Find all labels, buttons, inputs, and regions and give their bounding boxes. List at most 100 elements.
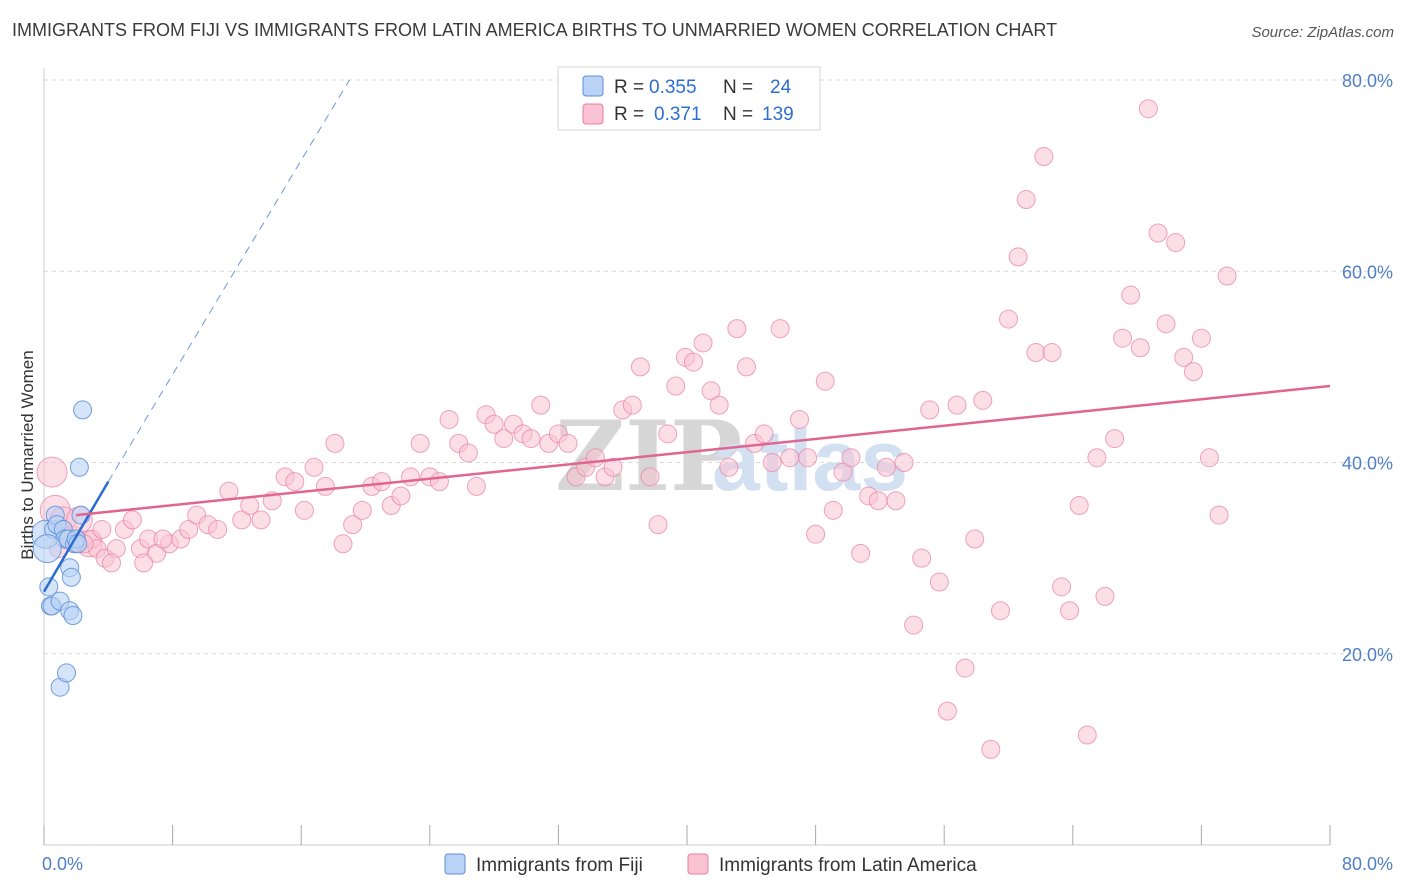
legend-n-label-fiji: N = — [723, 77, 753, 98]
latam-point — [1026, 343, 1046, 363]
latam-point — [410, 433, 430, 453]
bottom-legend-label-fiji: Immigrants from Fiji — [476, 855, 643, 876]
latam-point — [1191, 328, 1211, 348]
latam-point — [894, 453, 914, 472]
y-tick-label: 20.0% — [1342, 645, 1393, 665]
legend-n-value-fiji: 24 — [770, 77, 792, 98]
latam-point — [1105, 429, 1125, 449]
latam-point — [558, 433, 578, 453]
latam-trend-line — [76, 384, 1331, 517]
latam-point — [1209, 505, 1229, 525]
latam-point — [965, 529, 985, 549]
latam-point — [648, 515, 668, 535]
y-tick-label: 60.0% — [1342, 262, 1393, 282]
latam-point — [285, 472, 305, 492]
latam-point — [585, 448, 605, 468]
latam-point — [947, 395, 967, 415]
latam-point — [929, 572, 949, 592]
latam-point — [1217, 266, 1237, 286]
latam-point — [401, 467, 421, 487]
bottom-legend: Immigrants from Fiji Immigrants from Lat… — [444, 853, 977, 876]
latam-point — [122, 510, 142, 530]
latam-point — [754, 424, 774, 444]
latam-point — [1156, 314, 1176, 334]
latam-point — [693, 333, 713, 353]
latam-point — [531, 395, 551, 415]
latam-point — [333, 534, 353, 554]
latam-point — [1166, 233, 1186, 253]
latam-point — [904, 615, 924, 635]
latam-point — [955, 658, 975, 678]
latam-point — [1069, 496, 1089, 516]
axes-layer — [43, 68, 1331, 846]
legend-r-label-fiji: R = — [614, 77, 644, 98]
latam-point — [603, 457, 623, 477]
latam-point — [325, 433, 345, 453]
latam-point — [102, 553, 122, 573]
latam-point — [823, 500, 843, 520]
chart-title: IMMIGRANTS FROM FIJI VS IMMIGRANTS FROM … — [12, 20, 1058, 40]
latam-point — [1016, 190, 1036, 210]
latam-point — [232, 510, 252, 530]
fiji-trend-line — [42, 480, 110, 593]
latam-point — [134, 553, 154, 573]
legend-r-value-latam: 0.371 — [654, 104, 702, 125]
latam-point — [999, 309, 1018, 329]
latam-point — [709, 395, 729, 415]
latam-point — [1121, 285, 1141, 305]
top-legend: R = 0.355 N = 24 R = 0.371 N = 139 — [557, 66, 821, 131]
latam-point — [1042, 343, 1062, 363]
latam-point — [1095, 586, 1115, 606]
latam-point — [439, 409, 459, 429]
latam-point — [458, 443, 478, 463]
fiji-point — [63, 606, 83, 625]
legend-n-value-latam: 139 — [762, 104, 794, 125]
latam-point — [920, 400, 940, 420]
latam-point — [876, 457, 896, 477]
legend-swatch-latam — [582, 103, 604, 125]
latam-point — [208, 519, 228, 539]
latam-point — [815, 371, 835, 391]
fiji-point — [73, 400, 93, 420]
latam-point — [304, 457, 324, 477]
latam-point — [736, 357, 756, 377]
latam-point — [179, 519, 199, 539]
latam-point — [153, 529, 173, 549]
latam-point — [1087, 448, 1107, 468]
latam-point — [640, 467, 660, 487]
fiji-points — [31, 400, 93, 697]
fiji-point — [61, 567, 81, 587]
chart-source: Source: ZipAtlas.com — [1251, 24, 1394, 41]
y-tick-label: 80.0% — [1342, 71, 1393, 91]
fiji-trend-extension — [107, 79, 350, 482]
latam-point — [912, 548, 932, 568]
latam-point — [294, 500, 314, 520]
latam-point — [790, 409, 810, 429]
y-axis-title: Births to Unmarried Women — [18, 350, 37, 559]
legend-n-label-latam: N = — [723, 104, 753, 125]
x-tick-label-min: 0.0% — [42, 854, 83, 874]
latam-point — [780, 448, 800, 468]
latam-point — [701, 381, 721, 401]
latam-point — [36, 456, 68, 488]
latam-point — [719, 457, 739, 477]
latam-point — [1077, 725, 1097, 745]
latam-point — [352, 500, 372, 520]
latam-point — [990, 601, 1010, 621]
latam-point — [762, 453, 782, 472]
latam-point — [886, 491, 906, 511]
latam-point — [1183, 362, 1203, 382]
latam-point — [429, 472, 449, 492]
latam-point — [391, 486, 411, 506]
latam-point — [466, 476, 486, 496]
latam-point — [1174, 347, 1194, 367]
latam-point — [727, 319, 747, 339]
latam-point — [973, 390, 993, 410]
latam-point — [1199, 448, 1219, 468]
latam-point — [666, 376, 686, 396]
latam-point — [484, 414, 504, 434]
latam-point — [841, 448, 861, 468]
fiji-point — [57, 663, 77, 683]
latam-point — [1138, 99, 1158, 119]
x-tick-label-max: 80.0% — [1342, 854, 1393, 874]
